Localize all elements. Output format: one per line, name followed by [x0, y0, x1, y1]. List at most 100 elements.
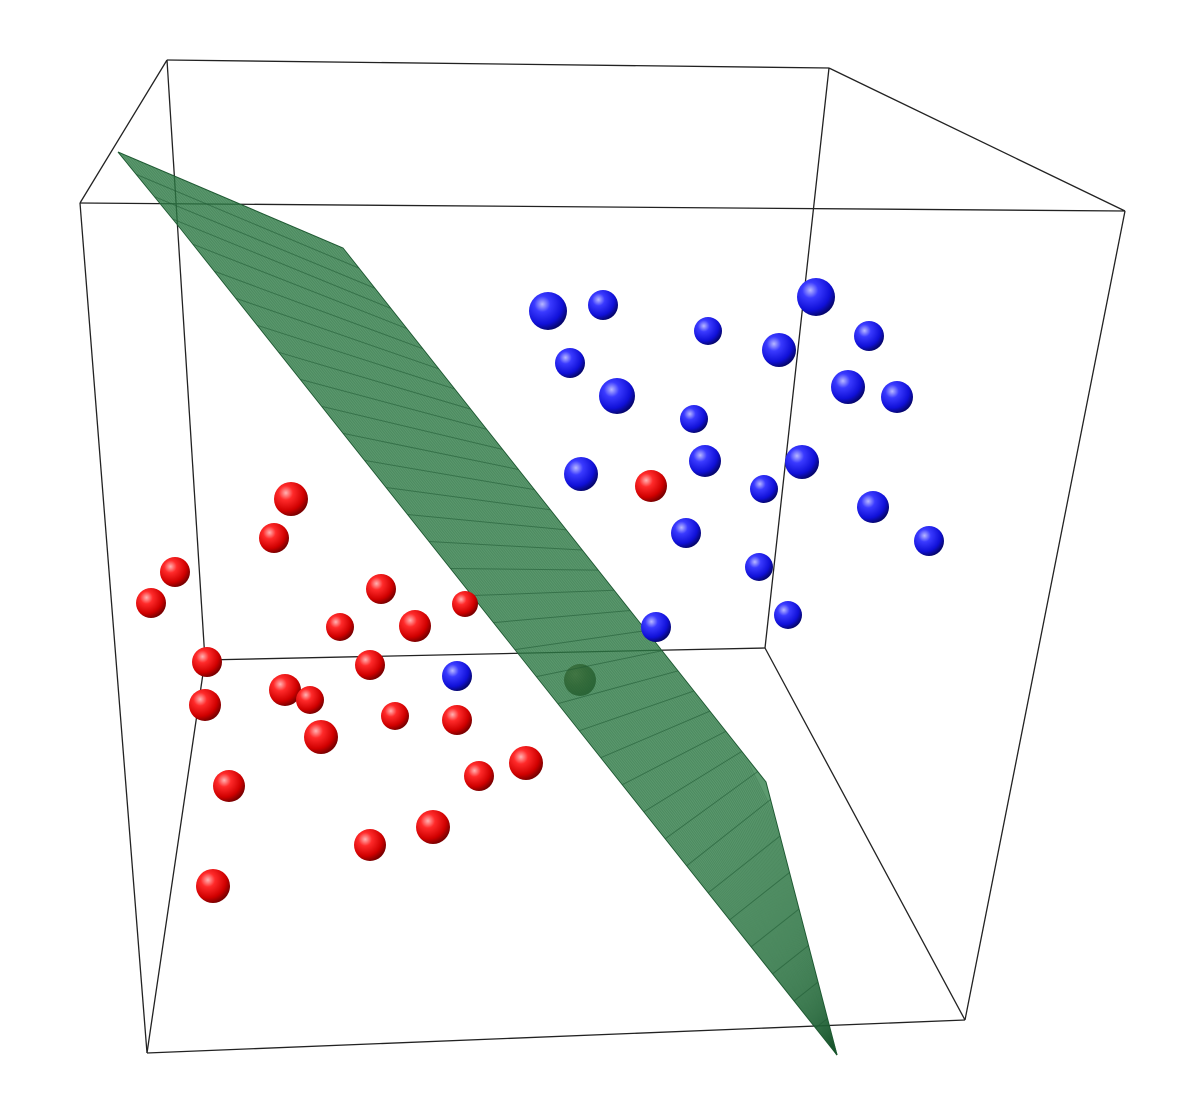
red-point: [189, 689, 221, 721]
plane-hatch-line: [151, 166, 838, 1056]
red-point: [326, 613, 354, 641]
blue-point: [854, 321, 884, 351]
plane-grid-line: [750, 908, 800, 948]
red-point: [259, 523, 289, 553]
plane-hatch-line: [177, 177, 838, 1056]
plane-hatch-line: [308, 233, 838, 1056]
plane-grid-line: [172, 218, 392, 309]
blue-point: [599, 378, 635, 414]
plane-hatch-line: [312, 234, 838, 1056]
box-edge: [166, 59, 830, 69]
plane-grid-line: [257, 324, 455, 390]
plane-hatch-line: [230, 199, 838, 1056]
plane-grid-line: [536, 650, 663, 678]
plane-surface: [117, 151, 838, 1056]
plane-hatch-line: [211, 191, 838, 1056]
plane-hatch-line: [241, 204, 838, 1056]
red-point: [269, 674, 301, 706]
box-edge: [764, 67, 830, 649]
red-point: [354, 829, 386, 861]
plane-grid-line: [664, 771, 758, 840]
plane-hatch-line: [125, 154, 838, 1056]
plane-hatch-line: [263, 214, 838, 1056]
plane-hatch-line: [207, 190, 838, 1056]
plane-hatch-line: [196, 185, 838, 1056]
plane-hatch-line: [218, 194, 838, 1056]
plane-hatch-line: [245, 206, 838, 1056]
plane-hatch-line: [143, 162, 838, 1056]
blue-point: [564, 457, 598, 491]
red-point: [355, 650, 385, 680]
plane-hatch-line: [248, 207, 838, 1056]
plane-grid-line: [300, 378, 487, 430]
plane-hatch-line: [136, 159, 838, 1056]
blue-point: [671, 518, 701, 548]
blue-point: [680, 405, 708, 433]
red-point: [213, 770, 245, 802]
plane-grid-line: [321, 405, 503, 450]
blue-point: [555, 348, 585, 378]
plane-hatch-line: [158, 169, 838, 1056]
blue-point: [762, 333, 796, 367]
plane-hatch-line: [237, 202, 838, 1056]
blue-point: [641, 612, 671, 642]
plane-grid-line: [514, 630, 647, 651]
plane-grid-line: [386, 486, 551, 511]
plane-grid-line: [192, 243, 407, 330]
plane-grid-line: [729, 872, 790, 921]
red-point: [416, 810, 450, 844]
blue-point: [694, 317, 722, 345]
plane-hatch-line: [278, 220, 838, 1056]
plane-hatch-line: [271, 217, 838, 1056]
red-point: [366, 574, 396, 604]
plane-grid-line: [793, 981, 819, 1002]
points-in-front-of-plane: [136, 278, 944, 903]
plane-hatch-line: [128, 156, 838, 1056]
plane-grid-line: [493, 609, 631, 624]
plane-hatch-line: [256, 210, 838, 1056]
plane-hatch-line: [331, 242, 838, 1056]
red-point: [296, 686, 324, 714]
red-point: [304, 720, 338, 754]
plane-hatch-line: [181, 178, 838, 1056]
plane-hatch-line: [188, 182, 838, 1056]
plane-grid: [121, 153, 838, 1056]
box-edge: [204, 647, 766, 661]
red-point: [635, 470, 667, 502]
red-point: [160, 557, 190, 587]
red-point: [192, 647, 222, 677]
red-point: [452, 591, 478, 617]
plane-hatch-line: [203, 188, 838, 1056]
box-edge: [166, 59, 206, 661]
plane-grid-line: [772, 945, 809, 975]
plane-hatch-line: [162, 170, 838, 1056]
separating-plane: [117, 151, 838, 1056]
box-edge: [828, 67, 1126, 212]
box-edge: [964, 210, 1126, 1021]
bounding-box: [79, 59, 1126, 1054]
plane-hatch-line: [297, 228, 838, 1056]
red-point: [196, 869, 230, 903]
blue-point: [797, 278, 835, 316]
plane-hatch-line: [215, 193, 838, 1056]
plane-hatch-line: [335, 244, 838, 1056]
blue-point: [785, 445, 819, 479]
red-point: [464, 761, 494, 791]
box-edge: [146, 659, 206, 1054]
plane-hatch-line: [147, 164, 838, 1056]
red-point: [274, 482, 308, 516]
plane-hatch-line: [301, 230, 838, 1056]
plane-hatch-line: [200, 186, 838, 1056]
plane-grid-line: [429, 541, 583, 551]
plane-hatch-line: [170, 174, 838, 1056]
blue-point: [588, 290, 618, 320]
red-point: [399, 610, 431, 642]
plane-grid-line: [343, 432, 519, 470]
plane-hatch-line: [290, 225, 838, 1056]
plane-hatch-line: [260, 212, 838, 1056]
red-point: [442, 705, 472, 735]
plane-hatch-line: [252, 209, 838, 1056]
plane-hatch-line: [185, 180, 838, 1056]
plane-grid-line: [278, 351, 471, 410]
